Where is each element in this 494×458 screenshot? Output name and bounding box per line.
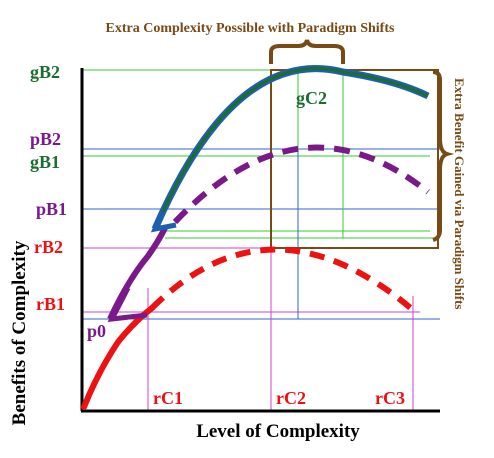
guide-lines [82, 69, 440, 410]
label-rC3: rC3 [375, 388, 405, 408]
green-jump [150, 211, 177, 233]
brown-bracket [270, 69, 439, 249]
purple-jump-p0 [107, 286, 148, 323]
bracket-box [270, 69, 439, 249]
diagram-title: Extra Complexity Possible with Paradigm … [106, 21, 395, 36]
red-curve-dashed [149, 246, 415, 313]
axes [80, 68, 440, 413]
green-curve-inner [153, 67, 429, 230]
label-rC2: rC2 [276, 388, 306, 408]
label-p0: p0 [87, 321, 106, 341]
purple-curve-dashed [172, 144, 430, 225]
label-rC1: rC1 [153, 388, 183, 408]
label-rB1: rB1 [36, 294, 65, 314]
right-vertical-label: Extra Benefit Gained via Paradigm Shifts [452, 78, 467, 309]
right-brace [432, 70, 455, 242]
label-pB2: pB2 [30, 129, 61, 149]
label-pB1: pB1 [36, 199, 67, 219]
label-gC2: gC2 [296, 88, 327, 108]
x-axis-title: Level of Complexity [196, 421, 360, 442]
label-gB2: gB2 [30, 62, 60, 82]
label-rB2: rB2 [34, 237, 63, 257]
label-gB1: gB1 [30, 152, 60, 172]
top-brace [269, 39, 345, 64]
y-axis-title: Benefits of Complexity [9, 240, 30, 425]
